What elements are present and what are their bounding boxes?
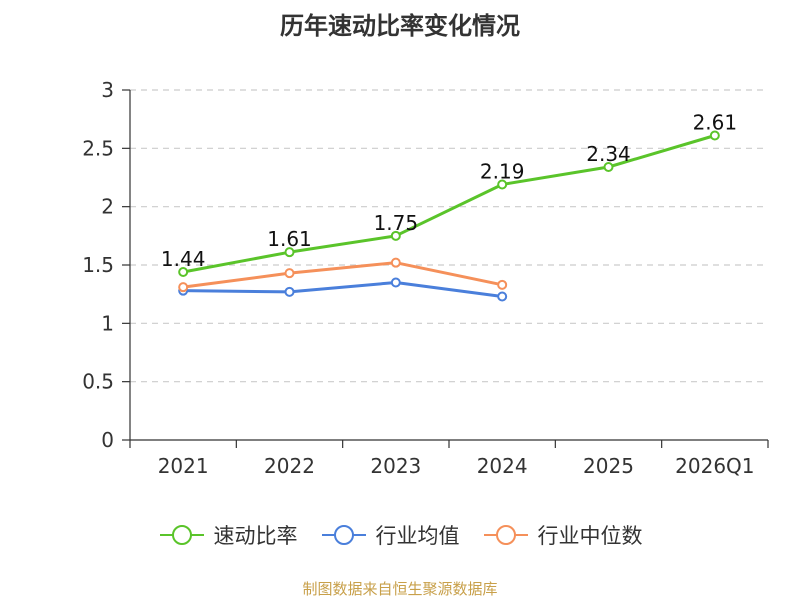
series-line bbox=[182, 261, 503, 289]
data-point bbox=[603, 162, 614, 172]
data-label: 1.44 bbox=[161, 247, 206, 271]
series-line bbox=[182, 134, 716, 274]
label-layer: 1.44 1.61 1.75 2.19 2.34 2.61 bbox=[161, 111, 737, 272]
data-label: 1.75 bbox=[374, 211, 419, 235]
x-tick-label: 2024 bbox=[477, 454, 528, 478]
legend-item-industry-mean[interactable]: 行业均值 bbox=[320, 520, 460, 550]
legend-marker-quick-ratio bbox=[159, 525, 204, 545]
legend-label-industry-median: 行业中位数 bbox=[537, 524, 643, 548]
axis-layer: 0 0.5 1 1.5 2 2.5 3 2021 2022 2023 2024 2025 2026Q1 bbox=[82, 78, 769, 478]
legend-marker-industry-median bbox=[483, 525, 528, 545]
y-tick-label: 0 bbox=[101, 428, 114, 452]
y-tick-label: 2 bbox=[101, 195, 114, 219]
legend-label-quick-ratio: 速动比率 bbox=[213, 524, 298, 548]
x-tick-label: 2021 bbox=[158, 454, 209, 478]
source-footer: 制图数据来自恒生聚源数据库 bbox=[302, 580, 498, 598]
data-point bbox=[390, 277, 401, 288]
series-layer bbox=[178, 130, 720, 302]
legend-marker-industry-mean bbox=[321, 525, 366, 545]
legend: 速动比率 行业均值 行业中位数 bbox=[0, 520, 800, 550]
data-point bbox=[497, 279, 508, 290]
data-point bbox=[284, 286, 295, 297]
legend-label-industry-mean: 行业均值 bbox=[375, 524, 460, 548]
data-point bbox=[497, 291, 508, 302]
data-point bbox=[284, 268, 295, 279]
data-point bbox=[390, 230, 401, 241]
data-point bbox=[284, 247, 295, 258]
data-label: 1.61 bbox=[267, 227, 312, 251]
data-point bbox=[178, 282, 189, 293]
grid-layer bbox=[130, 89, 768, 383]
y-tick-label: 0.5 bbox=[82, 370, 114, 394]
series-line bbox=[183, 281, 503, 298]
chart-title: 历年速动比率变化情况 bbox=[280, 12, 520, 40]
data-point bbox=[178, 267, 189, 277]
data-label: 2.61 bbox=[693, 111, 738, 135]
legend-item-quick-ratio[interactable]: 速动比率 bbox=[158, 520, 298, 550]
x-tick-label: 2022 bbox=[264, 454, 315, 478]
y-tick-label: 1.5 bbox=[82, 253, 114, 277]
data-point bbox=[390, 257, 401, 268]
y-tick-label: 3 bbox=[101, 78, 114, 102]
y-tick-label: 2.5 bbox=[82, 136, 114, 160]
data-label: 2.19 bbox=[480, 160, 525, 184]
data-point bbox=[497, 179, 508, 190]
legend-item-industry-median[interactable]: 行业中位数 bbox=[482, 520, 643, 550]
x-tick-label: 2026Q1 bbox=[675, 454, 754, 478]
x-tick-label: 2023 bbox=[370, 454, 421, 478]
data-point bbox=[709, 130, 720, 141]
x-tick-label: 2025 bbox=[583, 454, 634, 478]
y-tick-label: 1 bbox=[101, 311, 114, 335]
data-label: 2.34 bbox=[586, 142, 631, 166]
